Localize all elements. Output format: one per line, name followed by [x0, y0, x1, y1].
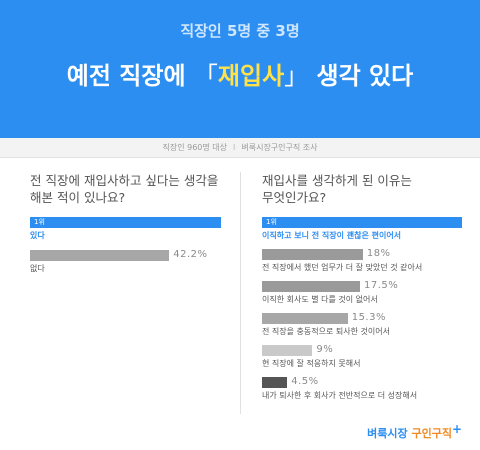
- column-divider: [240, 172, 241, 414]
- category-label-2: 없다: [30, 264, 45, 273]
- header-banner: 직장인 5명 중 3명 예전 직장에 「재입사」 생각 있다: [0, 0, 480, 138]
- value-label-6: 4.5%: [291, 376, 319, 387]
- bar-2: [262, 249, 363, 260]
- logo-brand1: 벼룩시장: [367, 427, 408, 440]
- question-left-line1: 전 직장에 재입사하고 싶다는 생각을: [30, 173, 219, 188]
- question-right-line1: 재입사를 생각하게 된 이유는: [262, 173, 412, 188]
- brand-logo: 벼룩시장 구인구직+: [367, 422, 462, 441]
- question-right-line2: 무엇인가요?: [262, 190, 327, 205]
- logo-plus: +: [451, 422, 462, 436]
- bracket-open: 「: [193, 62, 218, 90]
- bar-1: [262, 217, 462, 228]
- question-left: 전 직장에 재입사하고 싶다는 생각을 해본 적이 있나요?: [30, 172, 230, 206]
- question-right: 재입사를 생각하게 된 이유는 무엇인가요?: [262, 172, 462, 206]
- rank-badge: 1위: [34, 218, 45, 226]
- value-label-2: 18%: [366, 248, 391, 259]
- value-label-2: 42.2%: [173, 249, 208, 260]
- page-title: 예전 직장에 「재입사」 생각 있다: [0, 56, 480, 91]
- bar-5: [262, 345, 313, 356]
- bar-1: [30, 217, 221, 228]
- survey-sample: 직장인 960명 대상: [162, 143, 227, 152]
- subtitle: 직장인 5명 중 3명: [180, 22, 300, 40]
- category-label-3: 이직한 회사도 별 다를 것이 없어서: [262, 295, 378, 304]
- survey-org: 벼룩시장구인구직 조사: [241, 143, 318, 152]
- value-label-5: 9%: [316, 344, 334, 355]
- bracket-close: 」: [284, 62, 309, 90]
- source-bar: 직장인 960명 대상 I 벼룩시장구인구직 조사: [0, 138, 480, 158]
- bar-3: [262, 281, 361, 292]
- question-left-line2: 해본 적이 있나요?: [30, 190, 126, 205]
- category-label-1: 이직하고 보니 전 직장이 괜찮은 편이어서: [262, 231, 402, 240]
- value-label-1: 57.8%: [174, 215, 216, 228]
- logo-brand2: 구인구직: [411, 427, 452, 440]
- title-prefix: 예전 직장에: [66, 62, 194, 90]
- bar-2: [30, 250, 170, 261]
- title-highlight: 재입사: [217, 62, 285, 90]
- bar-4: [262, 313, 348, 324]
- category-label-6: 내가 퇴사한 후 회사가 전반적으로 더 성장해서: [262, 391, 418, 400]
- value-label-1: 35.7%: [416, 215, 457, 228]
- source-separator: I: [233, 143, 236, 152]
- value-label-4: 15.3%: [351, 312, 386, 323]
- category-label-5: 현 직장에 잘 적응하지 못해서: [262, 359, 361, 368]
- category-label-2: 전 직장에서 했던 업무가 더 잘 맞았던 것 같아서: [262, 263, 423, 272]
- bar-6: [262, 377, 288, 388]
- category-label-1: 있다: [30, 231, 45, 240]
- value-label-3: 17.5%: [364, 280, 399, 291]
- title-suffix: 생각 있다: [308, 62, 414, 90]
- rank-badge: 1위: [266, 218, 277, 226]
- category-label-4: 전 직장을 충동적으로 퇴사한 것이어서: [262, 327, 390, 336]
